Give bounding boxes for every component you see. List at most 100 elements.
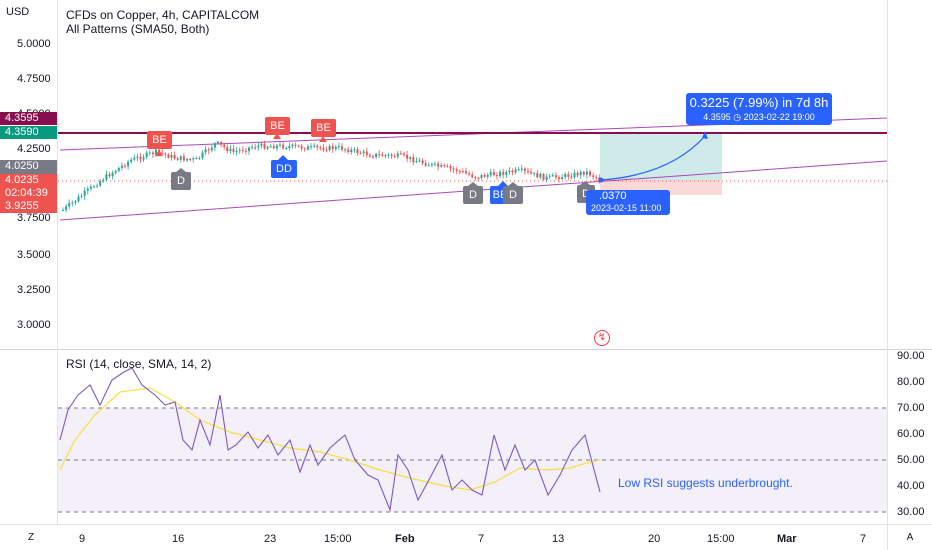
candle-body [232, 148, 235, 152]
candle-body [592, 175, 595, 177]
pattern-be-tag[interactable]: BE [147, 131, 172, 149]
candle-body [303, 148, 306, 150]
pattern-d-tag[interactable]: D [463, 186, 483, 204]
candle-body [337, 146, 340, 148]
candle-body [356, 149, 359, 154]
candle-body [291, 144, 294, 147]
resistance-price-label: 4.3590 [0, 126, 57, 139]
candle-body [164, 153, 167, 155]
candle-body [437, 163, 440, 167]
candle-body [427, 165, 430, 167]
candle-body [77, 196, 80, 202]
candle-body [387, 154, 390, 156]
candle-body [570, 176, 573, 178]
candle-body [489, 172, 492, 176]
candle-body [499, 171, 502, 176]
time-tick: Mar [777, 533, 797, 545]
candle-body [96, 185, 99, 187]
candle-body [322, 147, 325, 150]
time-tick: 16 [172, 533, 185, 545]
candle-body [251, 147, 254, 149]
pattern-d-tag[interactable]: D [171, 172, 191, 190]
candle-body [89, 186, 92, 189]
candle-body [83, 190, 86, 196]
candle-body [368, 155, 371, 157]
candle-body [585, 171, 588, 175]
time-tick: 15:00 [324, 533, 352, 545]
candle-body [511, 170, 514, 173]
time-tick: 13 [552, 533, 565, 545]
candle-body [375, 153, 378, 158]
projection-target-row: 4.3595 ◷ 2023-02-22 19:00 [686, 111, 832, 123]
candle-body [241, 149, 244, 151]
candle-body [238, 149, 241, 151]
candle-body [331, 145, 334, 150]
indicator-title[interactable]: All Patterns (SMA50, Both) [66, 22, 210, 36]
candle-body [173, 154, 176, 159]
currency-label: USD [6, 6, 30, 18]
pattern-dd-tag[interactable]: DD [271, 160, 297, 178]
candle-body [254, 147, 257, 149]
candle-body [285, 147, 288, 149]
candle-body [127, 161, 130, 167]
candle-body [120, 165, 123, 168]
candle-body [440, 164, 443, 167]
candle-body [372, 156, 374, 158]
candle-body [130, 159, 133, 162]
rsi-tick: 70.00 [897, 402, 925, 414]
projection-entry-tooltip[interactable]: .0370 2023-02-15 11:00 [586, 190, 670, 215]
symbol-title[interactable]: CFDs on Copper, 4h, CAPITALCOM [66, 8, 260, 22]
candle-body [548, 175, 551, 177]
candle-body [170, 154, 173, 158]
candle-body [465, 171, 467, 174]
candle-body [151, 152, 154, 155]
candle-body [554, 175, 557, 178]
candle-body [362, 151, 365, 154]
candle-body [80, 195, 83, 197]
rsi-title[interactable]: RSI (14, close, SMA, 14, 2) [66, 357, 212, 371]
candle-body [272, 146, 275, 149]
candle-body [136, 156, 139, 158]
candle-body [226, 147, 229, 152]
candle-body [347, 149, 350, 152]
target-high-price-label: 4.3595 [0, 112, 57, 125]
candle-body [341, 146, 343, 150]
price-tick: 3.0000 [17, 319, 51, 331]
lightning-icon[interactable]: ↯ [594, 330, 610, 346]
candle-body [523, 168, 526, 171]
candle-body [325, 149, 328, 151]
candle-body [223, 144, 226, 148]
candle-body [99, 180, 102, 186]
projection-entry-value: .0370 [599, 190, 627, 202]
candle-body [539, 174, 542, 178]
candle-body [319, 147, 322, 149]
pattern-be-tag[interactable]: BE [311, 119, 336, 137]
candle-body [161, 152, 164, 154]
price-tick: 3.7500 [17, 212, 51, 224]
candle-body [260, 143, 263, 146]
candle-body [114, 170, 117, 173]
pattern-be-tag[interactable]: BE [265, 117, 290, 135]
candle-body [576, 172, 579, 176]
candle-body [378, 153, 381, 155]
candle-body [220, 141, 223, 145]
candle-body [421, 160, 424, 164]
candle-body [390, 154, 393, 157]
projection-tooltip[interactable]: 0.3225 (7.99%) in 7d 8h 4.3595 ◷ 2023-02… [686, 93, 832, 125]
candle-body [579, 171, 582, 176]
clock-icon: ◷ [733, 112, 742, 122]
rsi-tick: 40.00 [897, 480, 925, 492]
candle-body [155, 149, 157, 155]
candle-body [558, 177, 560, 179]
candle-body [334, 146, 337, 150]
candle-body [415, 160, 418, 163]
pattern-d-tag[interactable]: D [503, 186, 523, 204]
timezone-button[interactable]: Z [27, 532, 35, 543]
candle-body [167, 154, 170, 158]
candle-body [595, 176, 598, 178]
candle-body [102, 179, 105, 181]
candle-body [310, 146, 312, 148]
auto-scale-button[interactable]: A [906, 532, 914, 543]
candle-body [446, 165, 449, 167]
